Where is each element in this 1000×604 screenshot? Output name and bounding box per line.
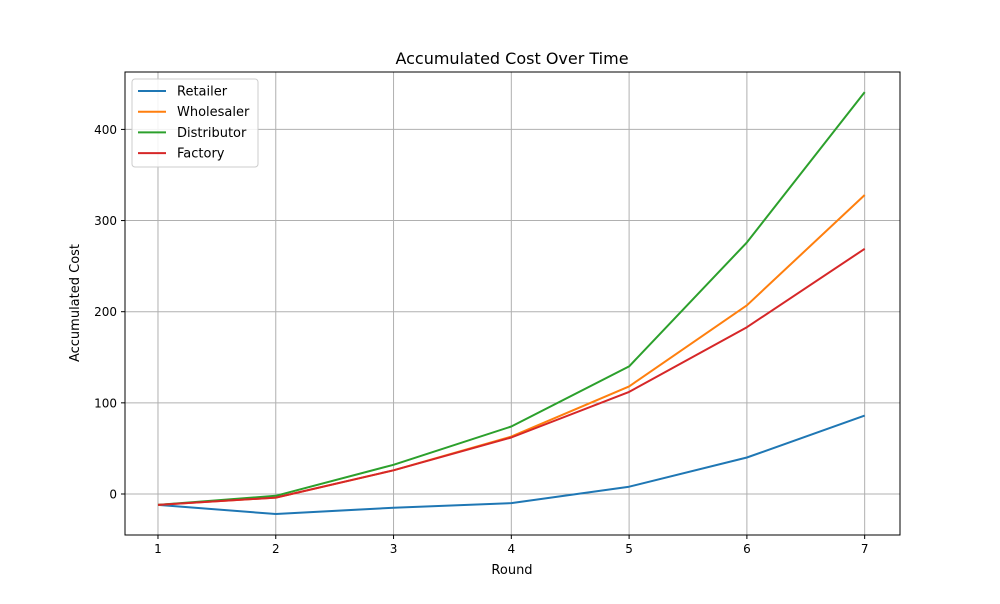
y-axis-label: Accumulated Cost [68,244,83,362]
plot-frame [124,71,901,536]
legend-label-factory: Factory [177,147,225,162]
y-tick-label: 100 [94,396,117,410]
x-tick-label: 7 [861,542,869,556]
legend-label-retailer: Retailer [177,85,228,100]
x-tick-label: 3 [390,542,398,556]
legend-label-wholesaler: Wholesaler [177,105,250,120]
series-line-factory [157,247,866,506]
axis-ticks: 1 2 3 4 5 6 7 0 100 200 300 400 [94,123,868,556]
x-tick-label: 1 [154,542,162,556]
y-tick-label: 200 [94,305,117,319]
legend: Retailer Wholesaler Distributor Factory [131,78,259,168]
x-tick-label: 4 [508,542,516,556]
series-lines [157,91,866,515]
y-tick-label: 400 [94,123,117,137]
series-line-retailer [157,414,866,515]
y-tick-label: 300 [94,214,117,228]
y-tick-label: 0 [109,487,117,501]
x-tick-label: 2 [272,542,280,556]
x-tick-label: 5 [625,542,633,556]
legend-box [131,78,259,168]
legend-label-distributor: Distributor [177,126,247,141]
chart-title: Accumulated Cost Over Time [395,49,628,68]
x-tick-label: 6 [743,542,751,556]
series-line-distributor [157,91,866,506]
x-axis-label: Round [491,563,532,578]
